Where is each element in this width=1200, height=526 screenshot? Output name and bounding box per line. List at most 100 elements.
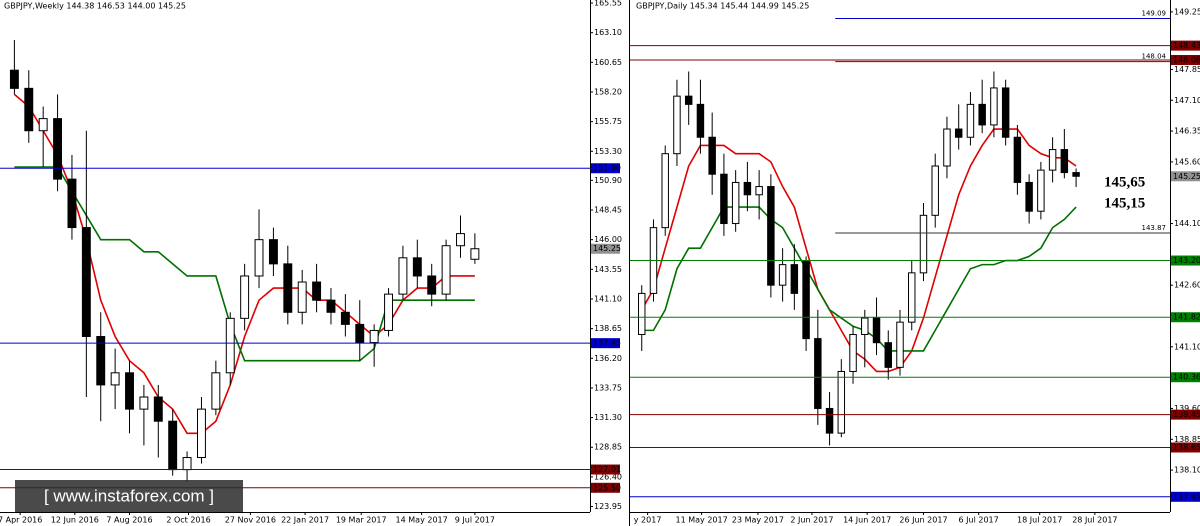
candle-body xyxy=(802,260,810,340)
y-tick-label: 128.85 xyxy=(594,443,622,452)
level-label: 137.45 xyxy=(593,339,621,348)
annotation: 145,65 xyxy=(1104,174,1145,190)
candle-body xyxy=(837,370,846,434)
candle-body xyxy=(168,420,178,471)
candle-body xyxy=(966,103,975,138)
candle-body xyxy=(283,263,293,313)
y-tick-label: 148.45 xyxy=(594,206,622,215)
candle-body xyxy=(1025,181,1033,212)
candle-body xyxy=(825,407,834,434)
y-tick-label: 145.60 xyxy=(1174,157,1200,166)
candle-body xyxy=(896,321,904,368)
candle-body xyxy=(384,293,393,331)
y-tick-label: 146.35 xyxy=(1174,127,1200,136)
candle-body xyxy=(814,338,822,409)
x-axis: y 2017 11 May 2017 23 May 2017 2 Jun 2017 14… xyxy=(634,516,1118,525)
y-tick-label: 165.55 xyxy=(594,0,622,8)
x-tick-label: 14 Jun 2017 xyxy=(843,516,891,525)
candle-body xyxy=(954,128,963,138)
price-line-label: 148.04 xyxy=(1142,53,1167,61)
watermark-bg xyxy=(15,480,243,512)
candle-body xyxy=(398,257,408,295)
last-price-bg xyxy=(591,243,620,254)
candle-body xyxy=(638,292,646,335)
y-tick-label: 153.30 xyxy=(594,147,622,156)
candle-body xyxy=(9,69,19,89)
y-tick-label: 163.10 xyxy=(594,28,622,37)
level-label-bg xyxy=(1171,255,1200,266)
y-tick-label: 144.10 xyxy=(1174,219,1200,228)
candle-body xyxy=(1048,149,1057,171)
level-label: 127.01 xyxy=(593,465,621,474)
candle-body xyxy=(1013,136,1022,183)
watermark: [ www.instaforex.com ] xyxy=(44,486,214,505)
candle-body xyxy=(53,118,63,180)
plot-area xyxy=(638,71,1080,446)
y-tick-label: 142.60 xyxy=(1174,281,1200,290)
level-label: 139.45 xyxy=(1173,410,1200,419)
candle-body xyxy=(211,372,221,410)
x-tick-label: 2 Jun 2017 xyxy=(790,516,833,525)
last-price-bg xyxy=(1171,171,1200,182)
candle-body xyxy=(110,372,120,386)
candle-body xyxy=(978,103,986,126)
candle-body xyxy=(153,396,163,422)
candle-body xyxy=(240,275,250,319)
x-tick-label: 11 May 2017 xyxy=(676,516,728,525)
y-tick-label: 147.85 xyxy=(1174,65,1200,74)
indicator-line xyxy=(14,166,475,362)
candle-body xyxy=(673,95,681,155)
y-tick-label: 143.55 xyxy=(594,265,622,274)
x-tick-label: 28 Jul 2017 xyxy=(1072,516,1117,525)
plot-area xyxy=(9,39,480,482)
candle-body xyxy=(81,227,91,337)
level-label: 138.65 xyxy=(1173,443,1200,452)
candle-body xyxy=(661,153,669,229)
level-label-bg xyxy=(1171,442,1200,453)
candle-body xyxy=(720,173,728,225)
candle-body xyxy=(755,186,763,196)
y-tick-label: 141.10 xyxy=(594,294,622,303)
candle-body xyxy=(990,87,998,126)
candle-body xyxy=(872,317,881,344)
x-tick-label: 23 May 2017 xyxy=(732,516,784,525)
candle-body xyxy=(340,311,350,325)
level-label: 140.36 xyxy=(1173,373,1200,382)
y-tick-label: 133.75 xyxy=(594,383,622,392)
candle-body xyxy=(326,299,336,313)
x-tick-label: 6 Jul 2017 xyxy=(959,516,999,525)
level-label-bg xyxy=(591,338,620,349)
candle-body xyxy=(254,239,264,277)
x-tick-label: 7 Apr 2016 xyxy=(0,516,42,525)
candle-body xyxy=(884,342,892,368)
indicator-line xyxy=(13,93,475,435)
candle-body xyxy=(696,103,705,138)
level-label-bg xyxy=(1171,372,1200,383)
candle-body xyxy=(908,272,916,323)
price-line-label: 149.09 xyxy=(1142,9,1167,17)
last-price-label: 145.25 xyxy=(593,244,621,253)
candle-body xyxy=(931,165,939,216)
candle-body xyxy=(861,317,869,335)
x-tick-label: 12 Jun 2016 xyxy=(51,516,99,525)
chart-title: GBPJPY,Weekly 144.38 146.53 144.00 145.2… xyxy=(4,2,186,11)
candle-body xyxy=(441,245,451,295)
x-tick-label: 7 Aug 2016 xyxy=(106,516,152,525)
y-tick-label: 126.40 xyxy=(594,472,622,481)
candle-body xyxy=(24,87,34,132)
y-tick-label: 136.20 xyxy=(594,354,622,363)
level-label-bg xyxy=(591,482,620,493)
candle-body xyxy=(1072,172,1080,177)
y-tick-label: 131.30 xyxy=(594,413,622,422)
candle-body xyxy=(790,264,799,294)
annotation: 145,15 xyxy=(1104,195,1145,211)
candle-body xyxy=(743,181,752,196)
candle-body xyxy=(225,317,235,374)
last-price-label: 145.25 xyxy=(1173,172,1200,181)
candle-body xyxy=(297,281,307,313)
level-label: 151.90 xyxy=(593,164,621,173)
level-label-bg xyxy=(591,464,620,475)
candle-body xyxy=(919,214,928,274)
candle-body xyxy=(182,457,192,471)
